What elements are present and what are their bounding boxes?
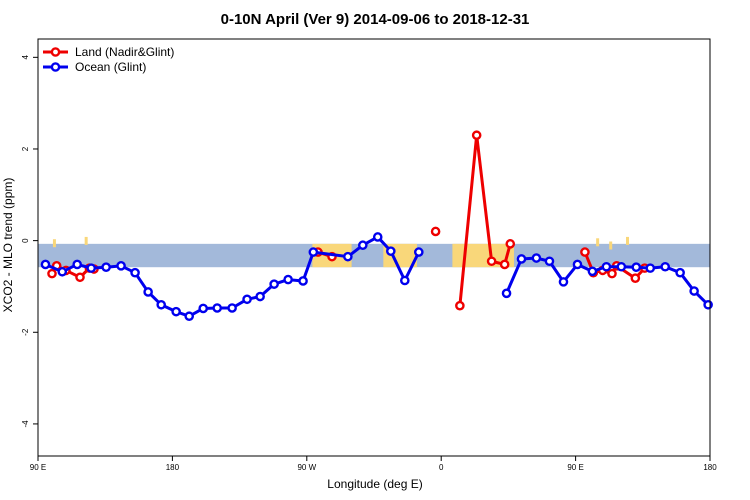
chart-title: 0-10N April (Ver 9) 2014-09-06 to 2018-1… <box>221 11 530 28</box>
data-point <box>40 259 51 270</box>
x-tick-label: 180 <box>703 463 717 472</box>
series-0 <box>47 130 650 311</box>
data-point <box>156 299 166 310</box>
land-band <box>626 236 629 245</box>
y-tick-label: -4 <box>21 420 30 428</box>
legend-label: Ocean (Glint) <box>75 60 146 74</box>
x-tick-label: 180 <box>166 463 180 472</box>
land-band <box>609 241 613 250</box>
legend: Land (Nadir&Glint)Ocean (Glint) <box>43 45 174 74</box>
x-tick-label: 0 <box>439 463 444 472</box>
land-band <box>84 236 88 245</box>
data-point <box>57 266 68 277</box>
data-point <box>283 274 293 285</box>
data-point <box>75 272 85 283</box>
data-point <box>572 259 583 270</box>
y-tick-label: 2 <box>21 146 30 151</box>
data-point <box>116 261 126 271</box>
x-tick-label: 90 E <box>567 463 583 472</box>
data-point <box>501 288 512 299</box>
data-point <box>298 276 308 286</box>
data-point <box>308 247 319 257</box>
data-point <box>242 294 252 305</box>
data-point <box>516 254 527 264</box>
data-point <box>413 247 424 257</box>
data-point <box>607 268 617 279</box>
x-tick-label: 90 E <box>30 463 46 472</box>
data-point <box>580 247 590 257</box>
data-point <box>343 251 353 262</box>
legend-marker <box>50 62 61 72</box>
y-tick-label: -2 <box>21 328 30 336</box>
data-point <box>631 262 642 273</box>
series-1 <box>40 232 713 322</box>
data-point <box>143 287 153 297</box>
data-point <box>587 266 598 277</box>
data-point <box>86 263 96 273</box>
data-point <box>72 259 82 270</box>
data-point <box>47 268 57 279</box>
data-point <box>171 306 181 317</box>
data-point <box>531 253 542 263</box>
ocean-band <box>38 243 710 268</box>
data-point <box>486 256 497 267</box>
data-point <box>471 130 482 141</box>
legend-label: Land (Nadir&Glint) <box>75 45 174 59</box>
data-point <box>269 279 279 289</box>
data-point <box>430 226 441 237</box>
x-axis-label: Longitude (deg E) <box>327 477 422 491</box>
land-band <box>452 243 514 268</box>
data-point <box>399 275 410 286</box>
data-point <box>660 261 671 272</box>
data-point <box>385 246 396 256</box>
data-point <box>227 303 237 313</box>
data-point <box>255 291 265 302</box>
data-point <box>130 267 140 278</box>
data-point <box>372 232 383 242</box>
y-tick-label: 4 <box>21 55 30 60</box>
data-point <box>601 261 612 272</box>
series-line <box>458 133 512 306</box>
data-point <box>645 263 656 273</box>
data-point <box>198 303 208 314</box>
land-band <box>52 239 56 248</box>
data-point <box>703 299 713 310</box>
data-point <box>455 300 465 311</box>
data-point <box>558 277 569 287</box>
data-point <box>505 239 516 249</box>
data-point <box>544 256 555 267</box>
plot-frame <box>37 38 711 457</box>
data-point <box>212 303 222 313</box>
land-band <box>596 238 600 247</box>
x-tick-label: 90 W <box>297 463 316 472</box>
data-point <box>499 259 510 270</box>
data-point <box>675 267 685 278</box>
legend-marker <box>50 47 61 57</box>
y-axis-label: XCO2 - MLO trend (ppm) <box>1 178 15 313</box>
data-point <box>630 273 641 284</box>
data-point <box>101 262 111 273</box>
y-tick-label: 0 <box>21 238 30 243</box>
data-point <box>616 261 627 272</box>
data-point <box>357 240 368 251</box>
data-point <box>689 286 699 296</box>
data-point <box>184 311 194 322</box>
